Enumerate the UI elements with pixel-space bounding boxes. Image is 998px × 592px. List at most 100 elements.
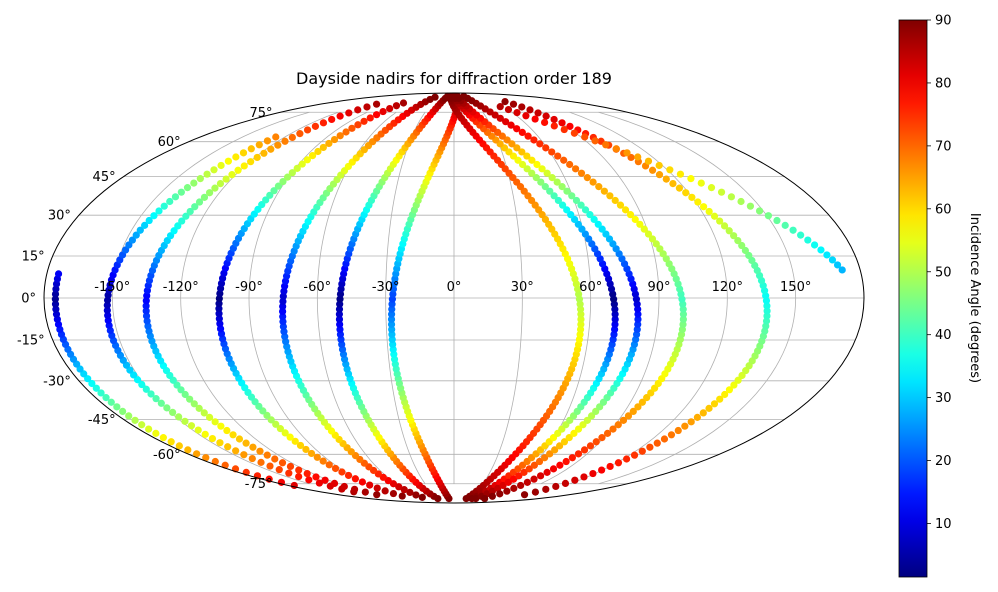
colorbar-gradient [898,19,928,578]
data-point [496,490,504,498]
data-point [624,412,633,420]
data-point [488,492,496,500]
data-point [348,124,356,132]
data-point [270,187,278,195]
data-point [389,489,398,498]
data-point [602,141,610,149]
data-point [102,394,110,402]
data-point [481,494,489,503]
y-tick-label: 60° [158,135,181,150]
data-point [646,443,654,451]
data-point [520,491,529,499]
data-point [460,92,468,100]
data-point [554,196,562,205]
data-point [543,468,551,476]
data-point [193,450,201,458]
colorbar-tick-label: 20 [935,454,952,469]
data-point [532,174,540,182]
data-point [363,103,371,111]
data-point [142,307,150,315]
data-point [216,439,224,447]
data-point [606,192,614,200]
data-point [643,394,651,402]
data-point [183,184,192,192]
data-point [342,128,350,136]
data-point [510,484,518,492]
data-point [666,166,674,174]
data-point [169,408,177,416]
y-tick-label: 75° [249,106,272,121]
data-point [524,132,532,140]
x-tick-label: 120° [712,280,743,295]
data-point [537,178,545,186]
data-point [260,149,268,157]
data-point [373,491,381,499]
data-point [554,152,562,160]
data-point [142,302,150,310]
data-point [634,320,642,328]
data-point [725,227,733,235]
data-point [518,128,526,136]
data-point [267,145,275,153]
data-point [336,132,344,140]
data-point [520,468,528,476]
data-point [387,315,396,323]
data-point [571,165,580,173]
data-point [167,438,175,446]
data-point [312,473,320,481]
data-point [113,403,121,411]
data-point [550,115,558,124]
data-point [170,227,178,235]
data-point [741,246,750,255]
data-point [361,488,369,496]
data-point [360,117,368,125]
data-point [248,454,256,463]
data-point [305,476,313,484]
data-point [556,461,564,469]
data-point [687,175,695,183]
data-point [560,438,569,446]
data-point [351,475,359,483]
data-point [125,412,133,420]
data-point [107,398,115,406]
data-point [682,189,690,197]
data-point [536,140,544,148]
data-point [335,315,344,323]
data-point [373,484,381,492]
y-tick-label: -30° [43,374,71,389]
data-point [589,178,597,186]
data-point [737,197,745,206]
data-point [235,435,244,443]
data-point [201,430,209,438]
data-point [166,197,174,206]
data-point [828,256,837,264]
data-point [175,413,183,421]
data-point [291,437,299,445]
data-point [602,230,610,238]
data-point [638,398,647,406]
data-point [266,462,274,470]
data-point [155,207,163,215]
meridian-line [482,112,523,484]
data-point [560,125,568,134]
data-point [688,193,696,201]
data-point [319,119,328,127]
data-point [541,454,549,462]
data-point [472,494,480,503]
data-point [501,97,509,106]
data-point [496,103,504,111]
data-point [679,315,687,323]
data-point [612,145,620,153]
data-point [823,251,831,259]
data-point [579,421,587,429]
data-point [51,300,60,308]
data-point [589,469,597,478]
data-point [560,156,568,164]
data-point [206,189,214,197]
data-point [622,455,631,463]
data-point [240,451,248,459]
x-tick-label: 30° [511,280,534,295]
data-point [152,395,160,403]
data-point [542,485,550,493]
x-tick-label: -90° [235,280,263,295]
